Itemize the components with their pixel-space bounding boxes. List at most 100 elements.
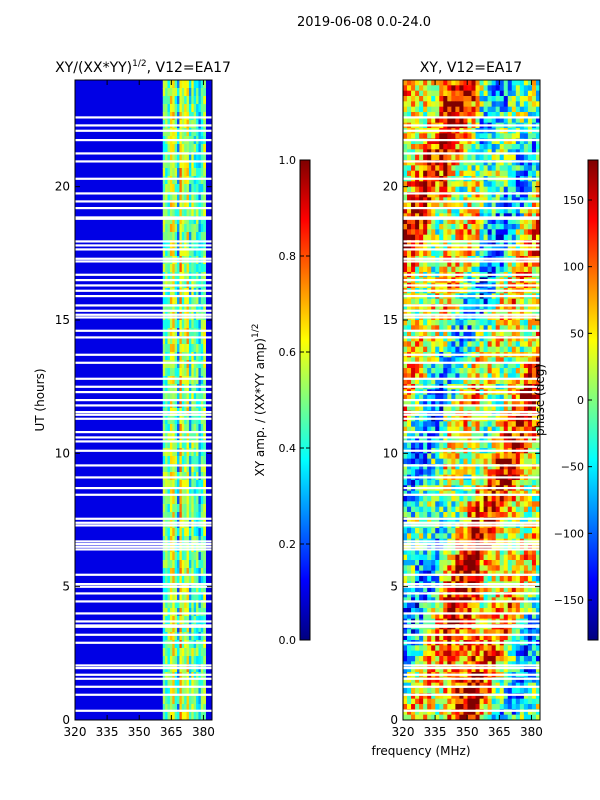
amplitude-cell — [193, 512, 197, 521]
phase-cell — [443, 528, 448, 534]
colorbar-tick-label: 0.8 — [279, 250, 297, 263]
amplitude-cell — [162, 352, 166, 361]
amplitude-cell — [165, 632, 168, 641]
amplitude-cell — [184, 520, 187, 529]
phase-cell — [459, 458, 464, 465]
amplitude-cell — [165, 328, 168, 337]
phase-cell — [527, 570, 533, 577]
amplitude-cell — [177, 168, 180, 177]
phase-cell — [527, 138, 533, 145]
phase-cell — [423, 266, 428, 273]
phase-cell — [419, 469, 424, 476]
amplitude-cell — [177, 352, 180, 361]
phase-cell — [431, 96, 436, 102]
phase-cell — [495, 378, 501, 385]
phase-cell — [507, 229, 513, 236]
phase-cell — [483, 85, 489, 92]
amplitude-cell — [172, 288, 176, 297]
phase-cell — [407, 576, 412, 582]
amplitude-cell — [198, 304, 202, 313]
phase-cell — [411, 368, 416, 374]
phase-cell — [475, 549, 480, 556]
phase-cell — [515, 501, 521, 508]
amplitude-cell — [162, 112, 166, 121]
phase-cell — [511, 330, 517, 337]
amplitude-cell — [196, 640, 199, 649]
phase-cell — [435, 533, 440, 540]
amplitude-cell — [165, 624, 168, 633]
phase-cell — [475, 586, 480, 593]
amplitude-cell — [167, 640, 171, 649]
phase-cell — [451, 453, 456, 460]
phase-cell — [427, 298, 432, 305]
phase-cell — [443, 496, 448, 502]
amplitude-cell — [177, 216, 180, 225]
phase-cell — [511, 165, 517, 172]
amplitude-cell — [181, 432, 185, 441]
amplitude-cell — [181, 480, 185, 489]
phase-cell — [519, 517, 525, 524]
phase-cell — [487, 501, 493, 508]
amplitude-cell — [179, 496, 183, 505]
amplitude-cell — [191, 616, 195, 625]
phase-cell — [479, 528, 484, 534]
phase-cell — [439, 437, 444, 444]
phase-cell — [463, 400, 468, 406]
amplitude-cell — [186, 152, 190, 161]
phase-cell — [431, 213, 436, 220]
amplitude-cell — [193, 112, 197, 121]
phase-cell — [503, 90, 509, 97]
phase-cell — [471, 405, 476, 412]
amplitude-cell — [203, 184, 206, 193]
phase-cell — [419, 186, 424, 193]
phase-cell — [463, 266, 468, 273]
phase-cell — [503, 602, 509, 609]
phase-cell — [519, 378, 525, 385]
amplitude-cell — [193, 656, 197, 665]
amplitude-cell — [172, 360, 176, 369]
phase-cell — [507, 208, 513, 214]
phase-cell — [495, 458, 501, 465]
phase-cell — [535, 501, 540, 508]
amplitude-cell — [188, 168, 192, 177]
amplitude-cell — [188, 320, 192, 329]
amplitude-cell — [172, 144, 176, 153]
phase-cell — [535, 549, 540, 556]
phase-panel-title: XY, V12=EA17 — [420, 60, 522, 76]
phase-cell — [487, 554, 493, 561]
phase-cell — [471, 517, 476, 524]
amplitude-cell — [162, 416, 166, 425]
phase-cell — [407, 202, 412, 209]
phase-cell — [451, 549, 456, 556]
phase-cell — [463, 80, 468, 86]
amplitude-cell — [203, 320, 206, 329]
phase-cell — [531, 453, 537, 460]
amplitude-cell — [179, 192, 183, 201]
phase-cell — [451, 298, 456, 305]
phase-cell — [443, 138, 448, 145]
phase-cell — [431, 80, 436, 86]
phase-cell — [451, 565, 456, 572]
phase-cell — [407, 480, 412, 486]
phase-cell — [495, 133, 501, 140]
amplitude-cell — [203, 88, 206, 97]
amplitude-cell — [167, 224, 171, 233]
phase-cell — [503, 229, 509, 236]
phase-cell — [467, 266, 472, 273]
phase-cell — [511, 565, 517, 572]
phase-cell — [463, 186, 468, 193]
amplitude-cell — [191, 376, 195, 385]
phase-cell — [527, 165, 533, 172]
amplitude-cell — [181, 328, 185, 337]
amplitude-cell — [174, 232, 178, 241]
amplitude-cell — [191, 528, 195, 537]
phase-cell — [491, 453, 497, 460]
phase-cell — [479, 437, 484, 444]
phase-cell — [531, 170, 537, 177]
phase-cell — [443, 320, 448, 326]
phase-cell — [411, 186, 416, 193]
phase-cell — [455, 138, 460, 145]
amplitude-cell — [167, 176, 171, 185]
phase-cell — [467, 218, 472, 225]
amplitude-cell — [184, 464, 187, 473]
